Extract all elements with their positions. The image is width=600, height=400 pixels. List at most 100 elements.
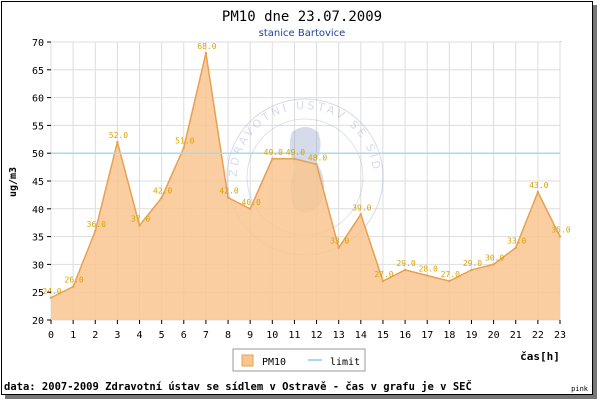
data-point-pm10 xyxy=(49,296,53,299)
y-tick-label: 70 xyxy=(32,38,44,49)
x-tick-label: 11 xyxy=(288,330,300,341)
x-tick-label: 18 xyxy=(443,330,455,341)
data-point-pm10 xyxy=(514,246,517,249)
data-point-pm10 xyxy=(470,268,473,272)
y-tick-label: 65 xyxy=(32,66,44,77)
y-tick-label: 30 xyxy=(32,260,44,271)
data-point-pm10 xyxy=(426,274,429,277)
data-point-pm10 xyxy=(248,207,252,210)
legend-label-limit: limit xyxy=(330,357,360,368)
y-tick-label: 25 xyxy=(32,288,44,299)
footer-tag: pink xyxy=(571,385,589,393)
data-label-pm10: 37.0 xyxy=(131,214,150,223)
data-point-pm10 xyxy=(359,213,363,216)
x-tick-label: 9 xyxy=(247,330,253,341)
chart-title: PM10 dne 23.07.2009 xyxy=(222,9,382,25)
chart-frame: PM10 dne 23.07.2009 stanice Bartovice ug… xyxy=(1,1,593,395)
data-labels: 24.026.0 36.0 52.0 37.0 42.0 51.0 68.0 42.0 40.0… xyxy=(42,42,570,296)
x-tick-label: 13 xyxy=(333,330,345,341)
data-point-pm10 xyxy=(116,140,119,144)
footer-source: data: 2007-2009 Zdravotní ústav se sídle… xyxy=(4,380,472,393)
x-tick-label: 17 xyxy=(421,330,433,341)
x-tick-label: 1 xyxy=(70,330,76,341)
x-axis-label: čas[h] xyxy=(520,350,560,363)
x-tick-label: 4 xyxy=(137,330,143,341)
data-label-pm10: 52.0 xyxy=(109,131,128,140)
data-point-pm10 xyxy=(337,246,340,249)
x-tick-label: 20 xyxy=(488,330,500,341)
y-tick-label: 45 xyxy=(32,177,44,188)
data-label-pm10: 26.0 xyxy=(64,276,83,285)
data-label-pm10: 48.0 xyxy=(308,153,327,162)
data-point-pm10 xyxy=(448,279,451,283)
data-label-pm10: 49.0 xyxy=(286,148,305,157)
data-point-pm10 xyxy=(226,196,230,199)
legend-swatch-pm10 xyxy=(241,354,254,367)
data-point-pm10 xyxy=(492,263,495,266)
data-point-pm10 xyxy=(271,157,274,160)
x-tick-label: 3 xyxy=(114,330,120,341)
data-label-pm10: 33.0 xyxy=(507,237,526,246)
data-label-pm10: 42.0 xyxy=(153,187,172,196)
data-label-pm10: 28.0 xyxy=(419,265,438,274)
x-tick-label: 21 xyxy=(510,330,522,341)
y-tick-labels: 20 25 30 35 40 45 50 55 60 65 70 xyxy=(32,38,51,327)
data-point-pm10 xyxy=(160,196,163,199)
x-tick-label: 14 xyxy=(355,330,367,341)
x-tick-label: 8 xyxy=(225,330,231,341)
y-tick-label: 60 xyxy=(32,94,44,105)
data-point-pm10 xyxy=(403,268,407,272)
legend: PM10 limit xyxy=(232,348,366,372)
data-label-pm10: 43.0 xyxy=(529,181,548,190)
x-tick-label: 2 xyxy=(92,330,98,341)
data-point-pm10 xyxy=(536,190,540,194)
series-pm10-area xyxy=(51,53,560,321)
data-point-pm10 xyxy=(182,146,185,149)
x-tick-label: 10 xyxy=(266,330,278,341)
data-label-pm10: 27.0 xyxy=(441,270,460,279)
data-label-pm10: 33.0 xyxy=(330,237,349,246)
x-tick-label: 0 xyxy=(48,330,54,341)
data-label-pm10: 40.0 xyxy=(242,198,261,207)
series-pm10-line xyxy=(50,52,561,299)
legend-box xyxy=(232,348,366,372)
data-point-pm10 xyxy=(94,229,97,233)
x-tick-label: 16 xyxy=(399,330,411,341)
x-tick-label: 7 xyxy=(203,330,209,341)
data-label-pm10: 27.0 xyxy=(374,270,393,279)
data-label-pm10: 29.0 xyxy=(463,259,482,268)
data-point-pm10 xyxy=(71,285,75,288)
y-tick-label: 55 xyxy=(32,121,44,132)
data-label-pm10: 30.0 xyxy=(485,253,504,262)
data-label-pm10: 51.0 xyxy=(175,137,194,146)
data-point-pm10 xyxy=(315,163,318,166)
data-point-pm10 xyxy=(558,235,562,238)
data-point-pm10 xyxy=(138,224,141,227)
y-tick-label: 20 xyxy=(32,316,44,327)
x-tick-label: 22 xyxy=(532,330,544,341)
x-tick-label: 6 xyxy=(181,330,187,341)
legend-label-pm10: PM10 xyxy=(262,357,286,368)
chart-svg: PM10 dne 23.07.2009 stanice Bartovice ug… xyxy=(2,2,589,393)
data-label-pm10: 42.0 xyxy=(219,187,238,196)
chart-subtitle: stanice Bartovice xyxy=(259,28,346,39)
x-tick-labels: 0 1 2 3 4 5 6 7 8 9 10 11 12 13 14 15 16 17 18 19 20 21 22 23 xyxy=(48,320,566,341)
y-tick-label: 40 xyxy=(32,205,44,216)
data-label-pm10: 29.0 xyxy=(396,259,415,268)
data-point-pm10 xyxy=(381,279,385,283)
y-tick-label: 50 xyxy=(32,149,44,160)
x-tick-label: 23 xyxy=(554,330,566,341)
x-tick-label: 19 xyxy=(465,330,477,341)
data-label-pm10: 49.0 xyxy=(264,148,283,157)
y-tick-label: 35 xyxy=(32,233,44,244)
y-axis-label: ug/m3 xyxy=(8,167,19,197)
data-label-pm10: 35.0 xyxy=(551,226,570,235)
x-tick-label: 5 xyxy=(159,330,165,341)
data-point-pm10 xyxy=(293,157,296,160)
x-tick-label: 15 xyxy=(377,330,389,341)
data-label-pm10: 68.0 xyxy=(197,42,216,51)
x-tick-label: 12 xyxy=(311,330,323,341)
data-label-pm10: 24.0 xyxy=(42,287,61,296)
pm10-area-layer xyxy=(49,51,562,321)
data-label-pm10: 39.0 xyxy=(352,203,371,212)
